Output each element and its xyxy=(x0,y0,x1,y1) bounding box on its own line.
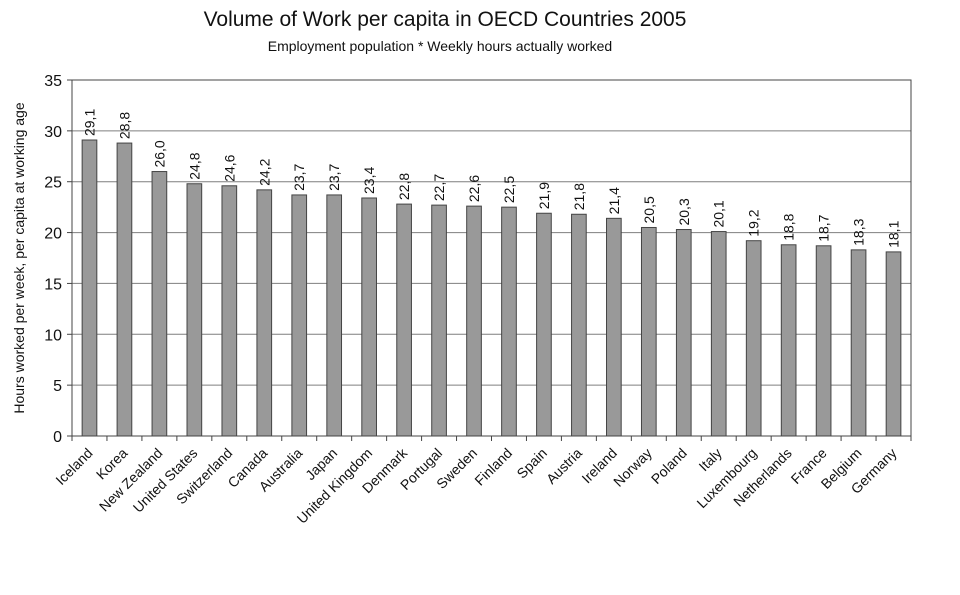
bar xyxy=(571,213,587,437)
y-tick-label: 20 xyxy=(44,226,62,243)
y-axis-ticks: 0 5 10 15 20 25 30 35 xyxy=(44,73,72,446)
bar xyxy=(151,171,168,437)
bar xyxy=(815,245,832,437)
y-axis-label: Hours worked per week, per capita at wor… xyxy=(11,102,27,413)
x-tick-label: Italy xyxy=(695,445,724,474)
y-tick-label: 15 xyxy=(44,276,62,293)
data-label: 24,8 xyxy=(186,152,202,179)
data-label: 26,0 xyxy=(151,140,167,167)
data-label: 20,3 xyxy=(676,198,692,225)
data-label: 22,6 xyxy=(466,175,482,202)
x-tick-label: Poland xyxy=(648,445,690,487)
data-label: 29,1 xyxy=(81,109,97,136)
bar xyxy=(466,205,482,437)
data-label: 23,7 xyxy=(326,163,342,190)
x-tick-label: Norway xyxy=(610,445,655,490)
bar xyxy=(256,189,273,437)
data-label: 19,2 xyxy=(746,209,762,236)
y-tick-label: 0 xyxy=(53,429,62,446)
data-label: 28,8 xyxy=(116,112,132,139)
chart-title: Volume of Work per capita in OECD Countr… xyxy=(203,8,687,31)
data-label: 20,1 xyxy=(711,200,727,227)
bar xyxy=(431,204,447,437)
data-label: 21,8 xyxy=(571,183,587,210)
bar xyxy=(221,185,238,437)
data-label: 22,5 xyxy=(501,176,517,203)
bar xyxy=(81,139,98,437)
y-tick-label: 10 xyxy=(44,327,62,344)
bar xyxy=(501,206,517,437)
bar xyxy=(606,217,622,437)
bar xyxy=(885,251,902,437)
gridlines xyxy=(72,130,911,386)
bar xyxy=(116,142,133,437)
value-labels: 29,1 28,8 26,0 24,8 24,6 24,2 23,7 23,7 23,4 22,8… xyxy=(81,109,901,248)
data-label: 22,8 xyxy=(396,173,412,200)
y-tick-label: 25 xyxy=(44,175,62,192)
bar xyxy=(850,249,867,437)
data-label: 18,8 xyxy=(781,213,797,240)
bar xyxy=(361,197,377,437)
data-label: 24,2 xyxy=(256,158,272,185)
data-label: 23,4 xyxy=(361,167,377,194)
data-label: 20,5 xyxy=(641,196,657,223)
data-label: 24,6 xyxy=(221,154,237,181)
bar xyxy=(536,212,552,437)
data-label: 21,4 xyxy=(606,187,622,214)
chart-subtitle: Employment population * Weekly hours act… xyxy=(267,38,613,54)
bar xyxy=(780,244,797,437)
x-tick-label: Finland xyxy=(471,445,515,489)
data-label: 23,7 xyxy=(291,163,307,190)
bar xyxy=(186,183,203,437)
bar xyxy=(675,229,692,437)
bar xyxy=(326,194,343,437)
data-label: 18,7 xyxy=(816,214,832,241)
data-label: 18,1 xyxy=(886,220,902,247)
data-label: 22,7 xyxy=(431,174,447,201)
x-tick-label: Austria xyxy=(543,445,585,487)
bar xyxy=(396,203,412,437)
bar xyxy=(291,194,308,437)
x-tick-label: Iceland xyxy=(52,445,95,488)
bar xyxy=(640,226,657,437)
bars xyxy=(81,139,902,437)
y-tick-label: 5 xyxy=(53,378,62,395)
y-tick-label: 35 xyxy=(44,73,62,90)
data-label: 21,9 xyxy=(536,182,552,209)
bar xyxy=(710,231,727,437)
data-label: 18,3 xyxy=(851,218,867,245)
bar xyxy=(745,240,762,437)
y-tick-label: 30 xyxy=(44,124,62,141)
